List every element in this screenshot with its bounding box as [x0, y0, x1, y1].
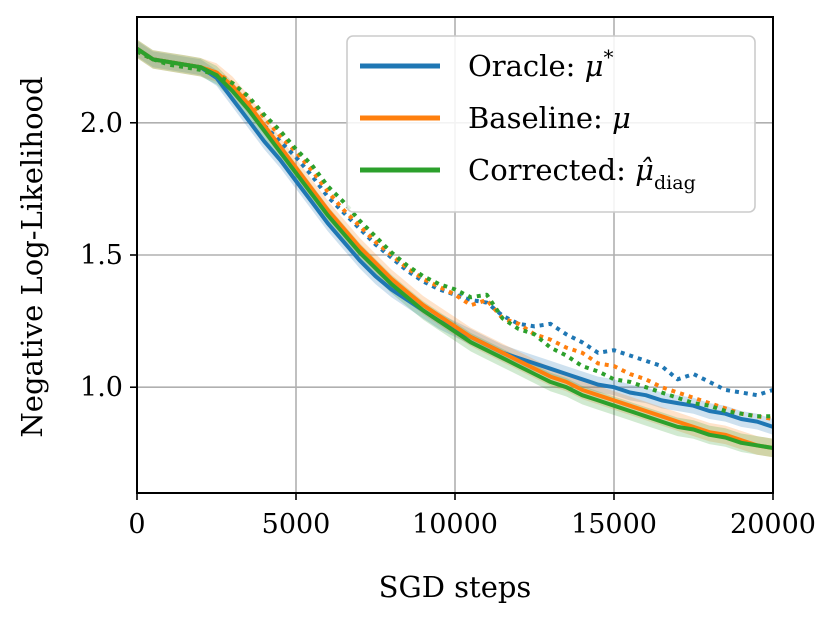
x-axis-label: SGD steps — [379, 570, 532, 604]
y-axis-label: Negative Log-Likelihood — [15, 76, 49, 437]
series-line-0 — [135, 47, 774, 429]
legend-label-0: Oracle: μ* — [468, 45, 613, 83]
legend: Oracle: μ* Baseline: μ Corrected: μ̂diag — [346, 35, 756, 213]
axis-ticks: 0 5000 10000 15000 20000 1.0 1.5 2.0 — [80, 108, 816, 540]
series-dotted-line-2 — [136, 49, 773, 419]
x-tick-label: 20000 — [730, 509, 816, 540]
x-tick-label: 15000 — [571, 509, 657, 540]
x-tick-label: 10000 — [412, 509, 498, 540]
x-tick-label: 0 — [128, 509, 145, 540]
legend-label-2: Corrected: μ̂diag — [468, 153, 696, 194]
legend-box — [346, 35, 756, 213]
x-tick-label: 5000 — [262, 509, 331, 540]
series-line-2 — [135, 47, 774, 450]
legend-label-1: Baseline: μ — [468, 101, 631, 135]
y-tick-label: 2.0 — [80, 108, 123, 139]
y-tick-label: 1.0 — [80, 372, 123, 403]
series-layer — [135, 39, 774, 458]
series-line-1 — [135, 47, 774, 450]
y-tick-label: 1.5 — [80, 240, 123, 271]
